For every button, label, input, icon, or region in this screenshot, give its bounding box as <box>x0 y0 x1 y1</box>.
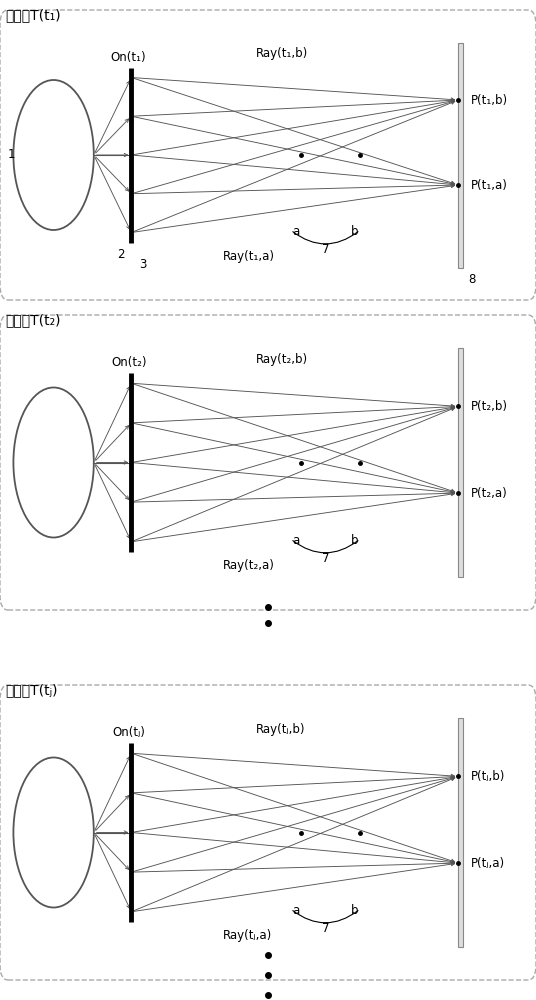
Text: P(t₁,b): P(t₁,b) <box>471 94 508 107</box>
FancyBboxPatch shape <box>0 685 536 980</box>
Bar <box>458 718 463 947</box>
Text: On(t₂): On(t₂) <box>111 356 146 369</box>
Text: b: b <box>351 225 359 238</box>
Text: a: a <box>292 534 300 547</box>
Text: Ray(tⱼ,b): Ray(tⱼ,b) <box>256 723 305 736</box>
Text: 7: 7 <box>322 552 329 565</box>
Text: P(tⱼ,a): P(tⱼ,a) <box>471 857 505 870</box>
Text: 7: 7 <box>322 243 329 256</box>
Text: 时刻：T(t₂): 时刻：T(t₂) <box>5 313 61 327</box>
Text: a: a <box>292 904 300 917</box>
Text: 1: 1 <box>8 148 16 161</box>
Text: a: a <box>292 225 300 238</box>
Ellipse shape <box>13 758 94 908</box>
Text: Ray(t₂,a): Ray(t₂,a) <box>223 559 275 572</box>
Text: b: b <box>351 534 359 547</box>
Text: Ray(t₁,a): Ray(t₁,a) <box>223 250 275 263</box>
Text: P(tⱼ,b): P(tⱼ,b) <box>471 770 505 783</box>
Text: 时刻：T(t₁): 时刻：T(t₁) <box>5 8 61 22</box>
Text: 3: 3 <box>139 258 147 271</box>
Text: P(t₂,a): P(t₂,a) <box>471 487 508 500</box>
Text: On(t₁): On(t₁) <box>111 50 146 64</box>
Ellipse shape <box>13 387 94 538</box>
Bar <box>458 348 463 577</box>
Bar <box>458 42 463 268</box>
FancyBboxPatch shape <box>0 10 536 300</box>
Text: 2: 2 <box>117 247 124 260</box>
Text: P(t₂,b): P(t₂,b) <box>471 400 508 413</box>
Text: Ray(t₂,b): Ray(t₂,b) <box>256 353 308 366</box>
Text: Ray(t₁,b): Ray(t₁,b) <box>256 47 308 60</box>
Text: On(tⱼ): On(tⱼ) <box>112 726 145 739</box>
Text: 时刻：T(tⱼ): 时刻：T(tⱼ) <box>5 683 58 697</box>
Text: b: b <box>351 904 359 917</box>
Text: 8: 8 <box>468 273 475 286</box>
Text: P(t₁,a): P(t₁,a) <box>471 178 508 192</box>
Text: Ray(tⱼ,a): Ray(tⱼ,a) <box>223 929 272 942</box>
Text: 7: 7 <box>322 922 329 935</box>
Ellipse shape <box>13 80 94 230</box>
FancyBboxPatch shape <box>0 315 536 610</box>
